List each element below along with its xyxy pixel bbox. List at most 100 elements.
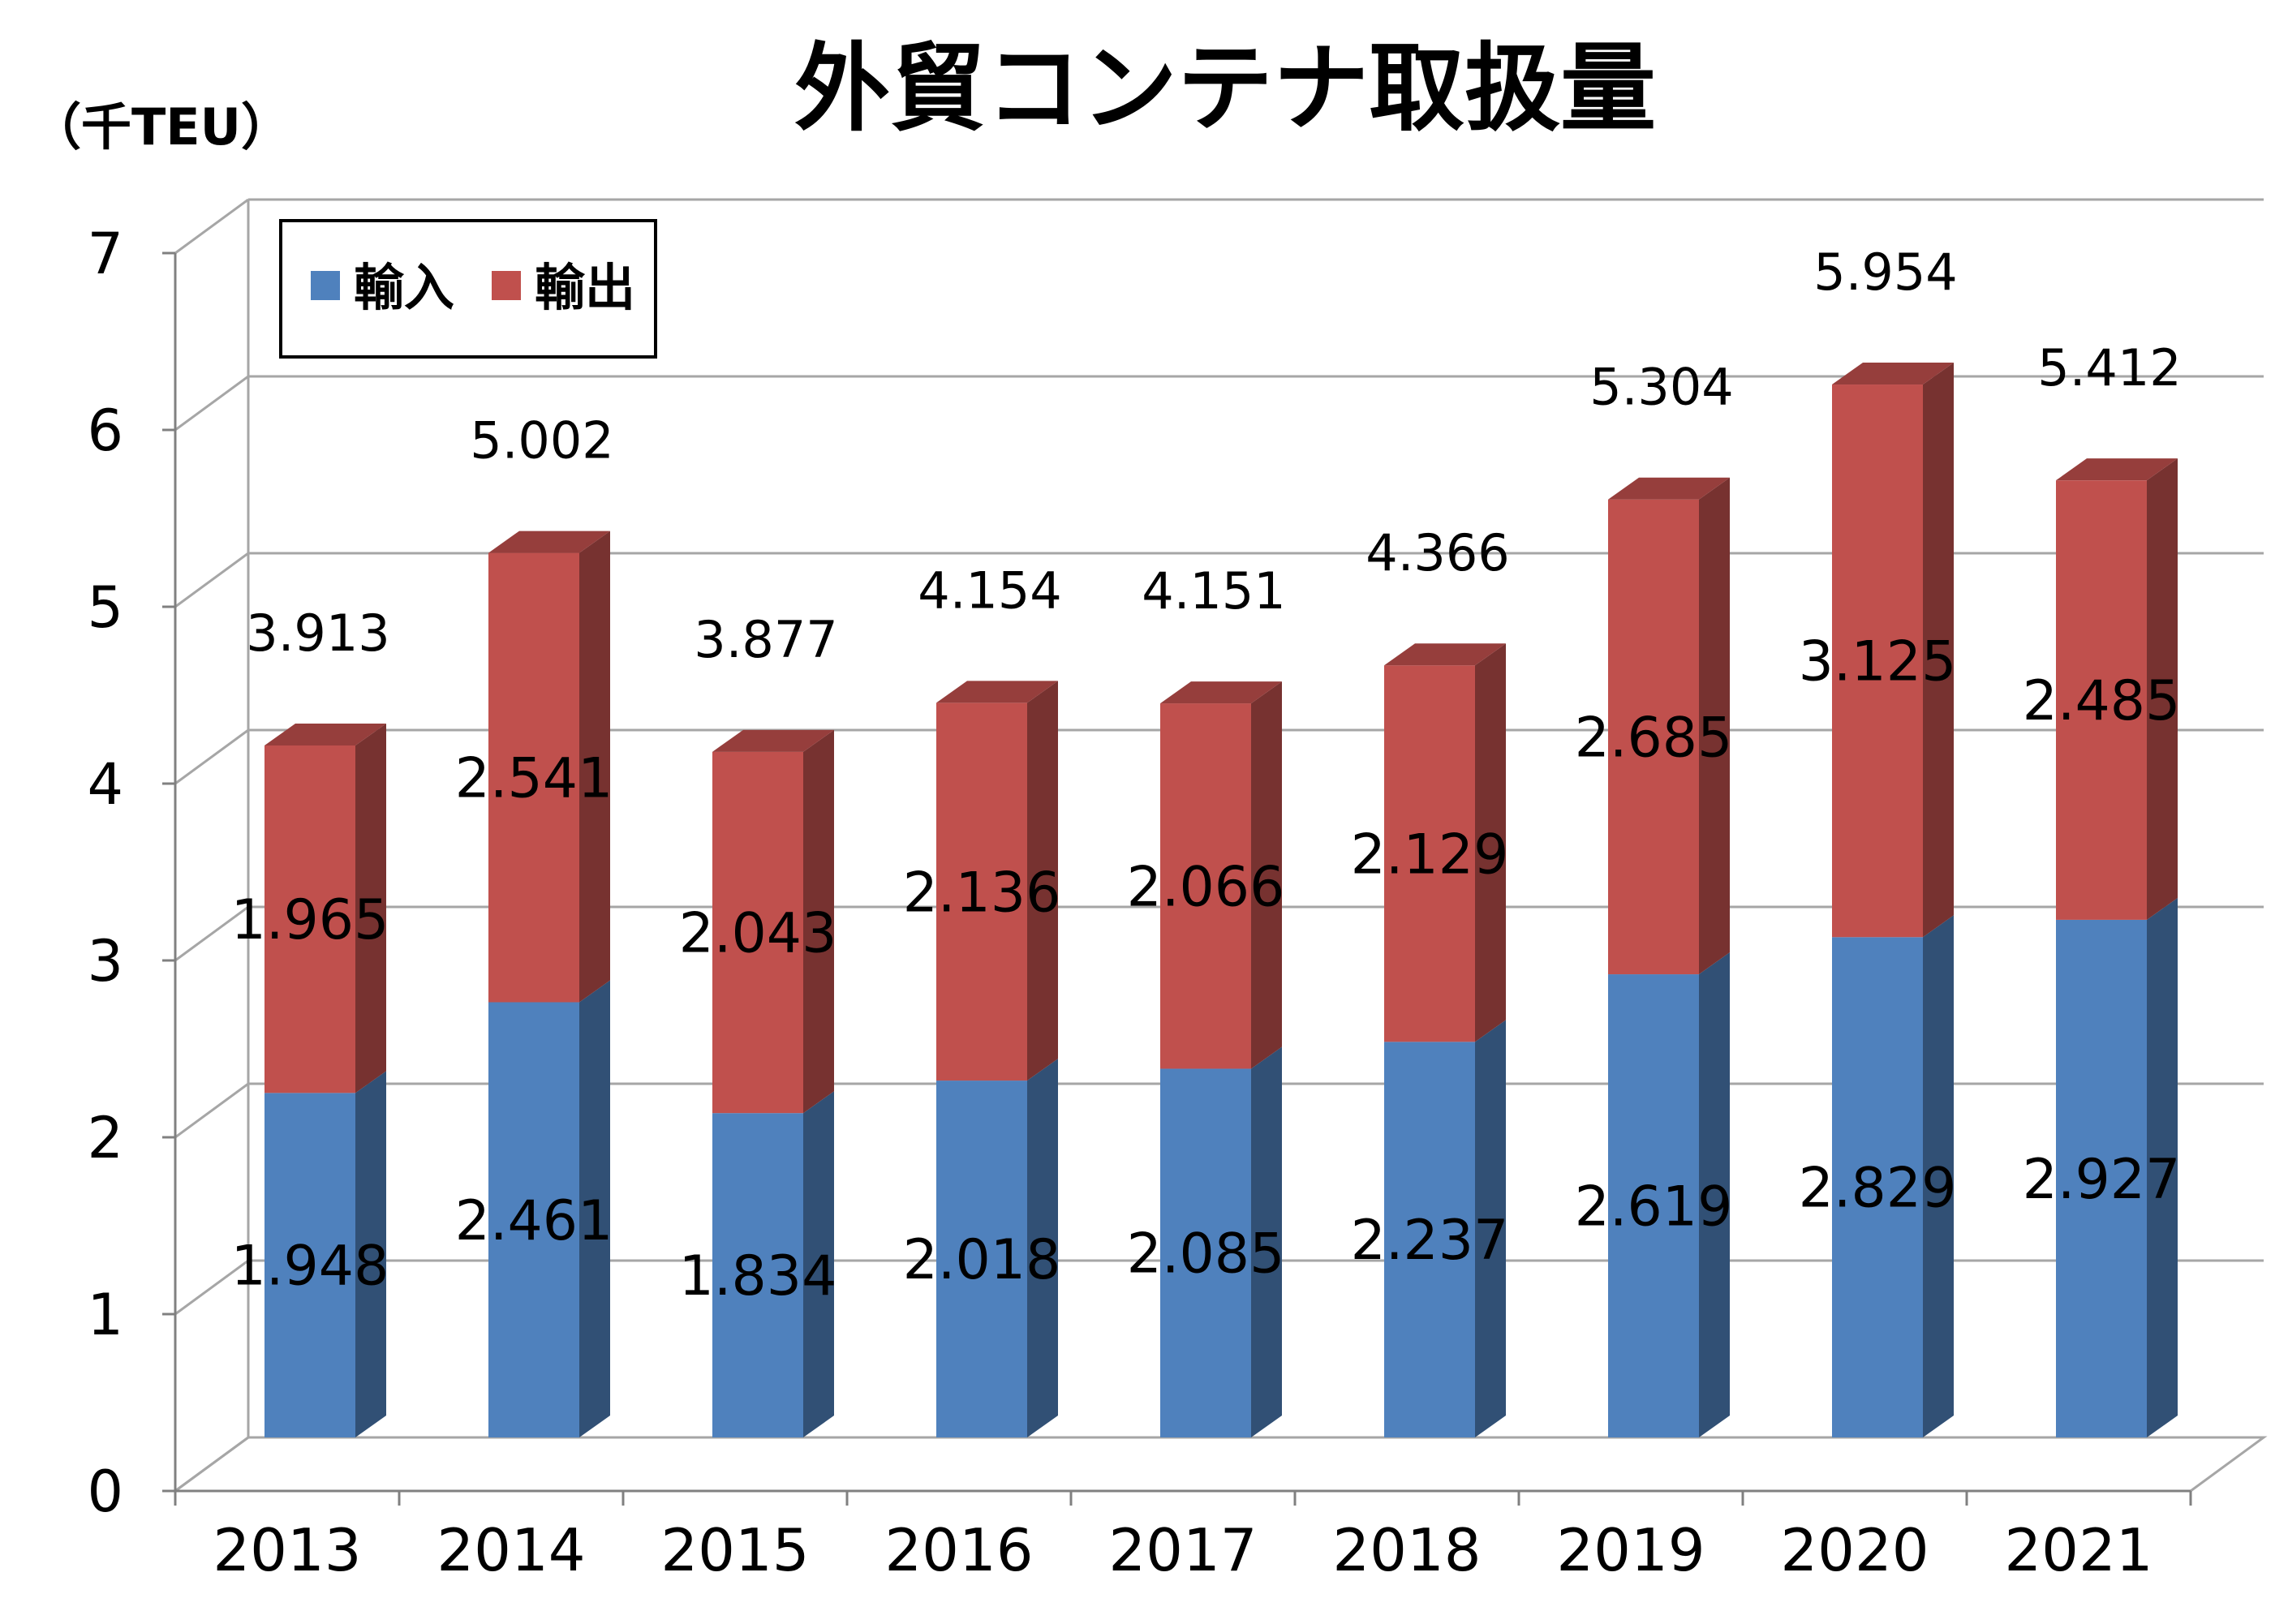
bar-segment-front: [488, 1002, 579, 1437]
bar-segment-side: [1475, 1020, 1506, 1437]
labels-layer: 1.948 1.965 3.913 2.461 2.541 5.002 1.834 2.043…: [231, 243, 2182, 1308]
data-label: 2.461: [455, 1189, 613, 1253]
bar-top-face: [1160, 681, 1282, 704]
bar-segment-side: [1475, 643, 1506, 1042]
legend-box: [279, 219, 657, 359]
bars-layer: [264, 363, 2178, 1437]
ytick-label: 2: [87, 1105, 123, 1171]
bar-segment-side: [1923, 363, 1954, 938]
total-label: 4.366: [1365, 523, 1510, 582]
data-label: 2.829: [1799, 1157, 1957, 1221]
ytick-label: 6: [87, 397, 123, 464]
bar-segment-side: [803, 729, 834, 1114]
unit-label: （千TEU）: [31, 97, 291, 157]
legend-swatch-export: [492, 271, 521, 300]
data-label: 1.834: [679, 1244, 837, 1308]
xtick-label: 2018: [1332, 1516, 1481, 1584]
bar-segment-side: [2147, 458, 2178, 920]
bar-top-face: [264, 723, 386, 745]
bar-top-face: [936, 681, 1058, 703]
bar-segment-side: [2147, 897, 2178, 1437]
xtick-label: 2019: [1556, 1516, 1705, 1584]
axis-layer: 0 1 2 3 4 5 6 7 2013 2014 2015 2016 2017 2018 2019 2020…: [87, 221, 2192, 1584]
ytick-label: 7: [87, 221, 123, 287]
bar-segment-front: [264, 1093, 355, 1437]
xtick-label: 2021: [2004, 1516, 2153, 1584]
gridline-connector: [174, 1259, 249, 1316]
total-label: 4.154: [918, 561, 1062, 620]
data-label: 2.085: [1127, 1222, 1285, 1287]
data-label: 2.541: [455, 747, 613, 811]
bar-segment-front: [1160, 1068, 1251, 1437]
bar-segment-side: [1251, 1046, 1282, 1437]
gridline-connector: [174, 198, 249, 255]
total-label: 3.913: [246, 604, 390, 663]
data-label: 2.066: [1127, 855, 1285, 919]
ytick-label: 3: [87, 928, 123, 995]
legend-swatch-import: [311, 271, 340, 300]
bar-segment-side: [579, 980, 610, 1437]
bar-segment-front: [488, 552, 579, 1003]
bar-top-face: [712, 729, 834, 752]
total-label: 5.954: [1813, 243, 1958, 302]
bar-segment-front: [2056, 480, 2147, 920]
bar-segment-front: [1384, 665, 1475, 1042]
bar-segment-front: [1832, 385, 1923, 938]
xtick-label: 2016: [884, 1516, 1033, 1584]
data-label: 2.485: [2023, 669, 2181, 733]
gridline-connector: [174, 728, 249, 785]
bar-segment-front: [1608, 974, 1699, 1437]
bar-segment-front: [1608, 499, 1699, 975]
bar-top-face: [2056, 458, 2178, 481]
bar-segment-front: [936, 702, 1027, 1081]
ytick-label: 1: [87, 1282, 123, 1348]
gridline-connector: [174, 1082, 249, 1139]
gridline-connector: [174, 552, 249, 608]
data-label: 3.125: [1799, 630, 1957, 694]
bar-segment-side: [1027, 681, 1058, 1081]
total-label: 4.151: [1142, 561, 1286, 621]
bar-segment-front: [1160, 703, 1251, 1069]
data-label: 2.619: [1575, 1175, 1733, 1239]
bar-segment-front: [1384, 1042, 1475, 1437]
data-label: 2.136: [903, 861, 1061, 925]
bar-segment-side: [1923, 915, 1954, 1437]
bar-top-face: [1608, 477, 1730, 500]
xtick-label: 2014: [437, 1516, 585, 1584]
ytick-label: 4: [87, 751, 123, 818]
gridline-connector: [174, 375, 249, 432]
total-label: 5.304: [1589, 358, 1734, 417]
data-label: 2.018: [903, 1228, 1061, 1292]
bar-segment-front: [936, 1081, 1027, 1437]
bar-segment-front: [1832, 937, 1923, 1437]
bar-segment-side: [1251, 681, 1282, 1069]
bar-segment-front: [712, 1113, 803, 1437]
data-label: 1.948: [231, 1235, 389, 1299]
bar-segment-side: [579, 531, 610, 1003]
bar-segment-front: [712, 751, 803, 1114]
bar-top-face: [488, 531, 610, 553]
bar-top-face: [1384, 643, 1506, 666]
bar-segment-side: [1699, 952, 1730, 1437]
xtick-label: 2020: [1780, 1516, 1929, 1584]
data-label: 2.237: [1351, 1209, 1509, 1273]
xtick-label: 2015: [660, 1516, 809, 1584]
xtick-label: 2017: [1108, 1516, 1257, 1584]
data-label: 2.927: [2023, 1148, 2181, 1212]
gridline-connector: [174, 905, 249, 962]
ytick-label: 5: [87, 574, 123, 641]
legend-label-export: 輸出: [535, 258, 635, 317]
bar-segment-side: [355, 1071, 386, 1437]
total-label: 5.412: [2037, 338, 2182, 397]
data-label: 2.685: [1575, 706, 1733, 770]
data-label: 1.965: [231, 888, 389, 952]
data-label: 2.129: [1351, 823, 1509, 887]
bar-segment-side: [1699, 477, 1730, 975]
data-label: 2.043: [679, 902, 837, 966]
total-label: 5.002: [470, 411, 614, 470]
bar-segment-front: [264, 745, 355, 1093]
legend: 輸入 輸出: [279, 219, 657, 359]
bar-top-face: [1832, 363, 1954, 385]
legend-label-import: 輸入: [354, 258, 454, 317]
